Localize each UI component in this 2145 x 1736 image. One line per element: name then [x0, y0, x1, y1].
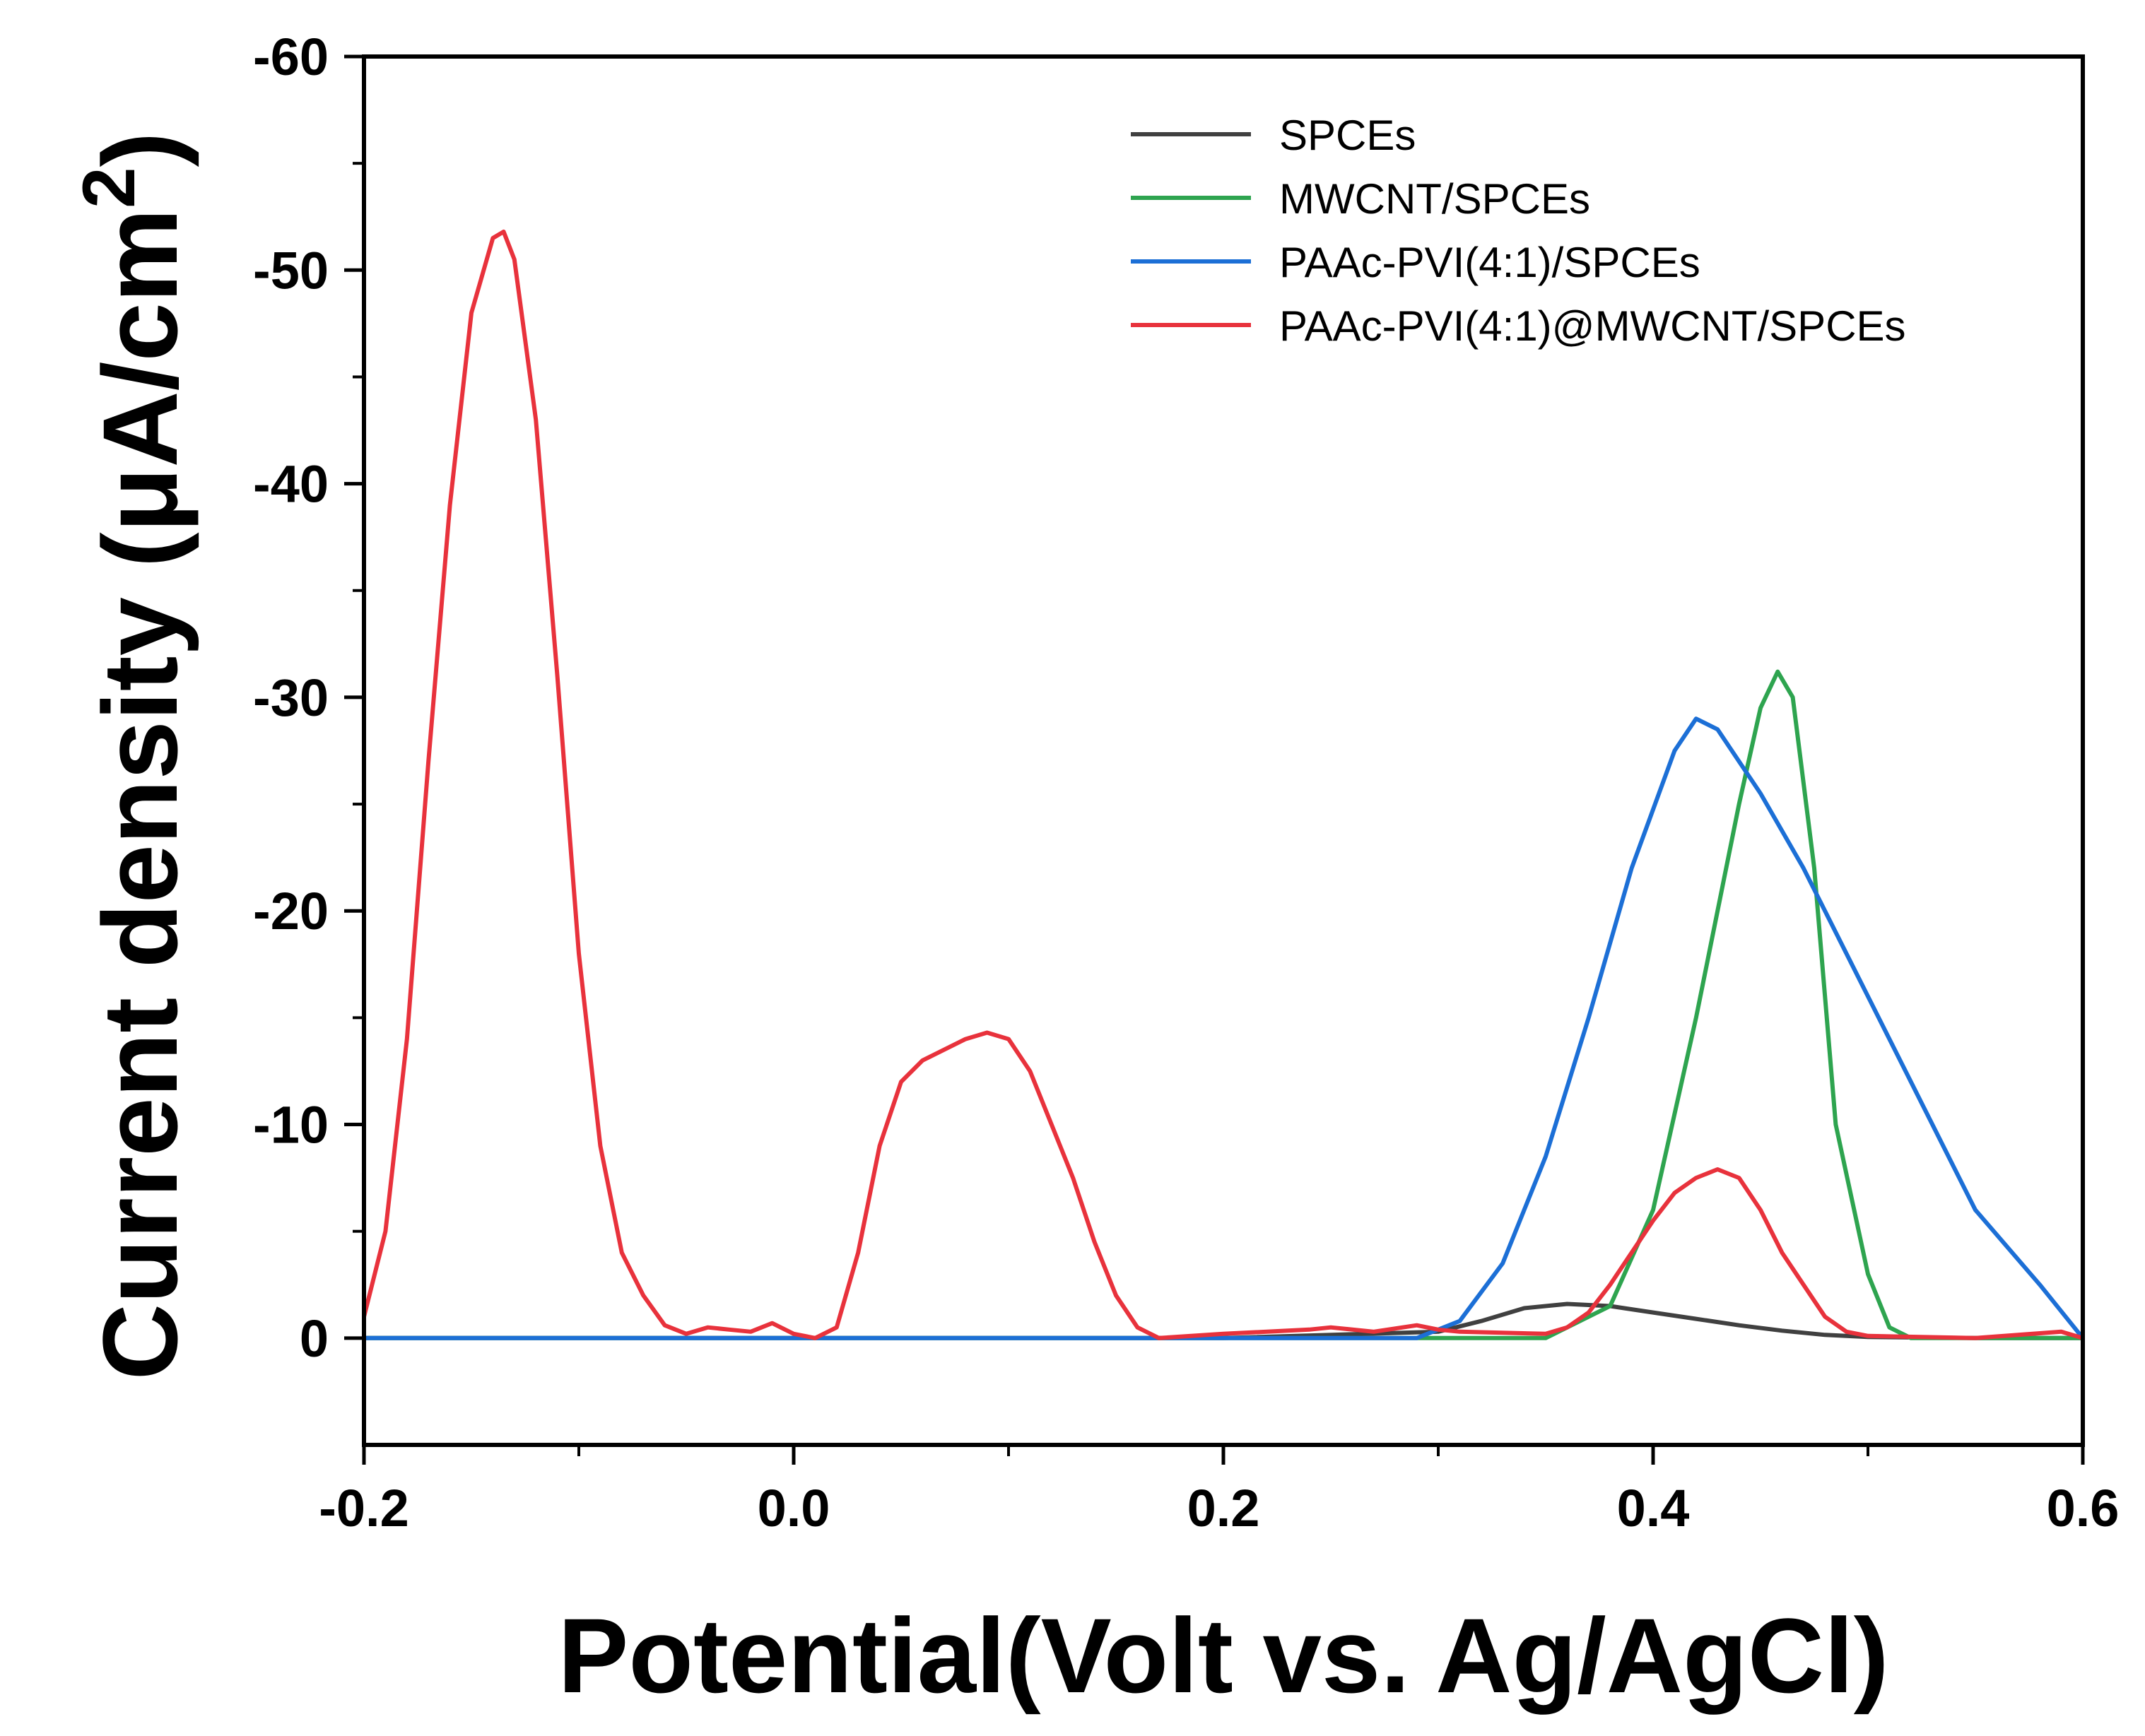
legend-label: PAAc-PVI(4:1)@MWCNT/SPCEs	[1279, 302, 1906, 350]
series-line-3	[362, 229, 2085, 1340]
x-tick-label: 0.6	[2047, 1479, 2120, 1537]
x-tick-label: 0.2	[1187, 1479, 1260, 1537]
legend-label: SPCEs	[1279, 112, 1416, 159]
legend: SPCEs MWCNT/SPCEs PAAc-PVI(4:1)/SPCEs PAAc-…	[1131, 112, 1906, 350]
series-line-1	[362, 669, 2085, 1340]
y-tick-label: -10	[253, 1096, 329, 1155]
x-tick-label: 0.4	[1617, 1479, 1690, 1537]
x-tick-label: -0.2	[319, 1479, 409, 1537]
y-axis-title-close: )	[81, 131, 199, 167]
series-layer	[362, 229, 2085, 1340]
legend-label: MWCNT/SPCEs	[1279, 175, 1590, 223]
y-axis-title-superscript: 2	[68, 167, 151, 208]
y-axis-title-main: Current density (μA/cm	[81, 208, 199, 1381]
y-tick-label: -60	[253, 28, 329, 86]
y-tick-label: -40	[253, 455, 329, 514]
series-line-0	[362, 1301, 2085, 1340]
y-tick-label: 0	[300, 1309, 329, 1368]
x-tick-label: 0.0	[758, 1479, 830, 1537]
series-line-2	[362, 716, 2085, 1340]
legend-label: PAAc-PVI(4:1)/SPCEs	[1279, 239, 1700, 286]
y-axis-ticks: 0 -10 -20 -30 -40 -50 -60	[253, 28, 364, 1368]
y-tick-label: -20	[253, 882, 329, 940]
x-axis-title: Potential(Volt vs. Ag/AgCl)	[558, 1596, 1888, 1715]
y-tick-label: -50	[253, 241, 329, 300]
plot-frame	[362, 54, 2085, 1447]
y-tick-label: -30	[253, 668, 329, 727]
x-axis-ticks: -0.2 0.0 0.2 0.4 0.6	[319, 1445, 2120, 1537]
y-axis-title: Current density (μA/cm2)	[68, 131, 199, 1380]
